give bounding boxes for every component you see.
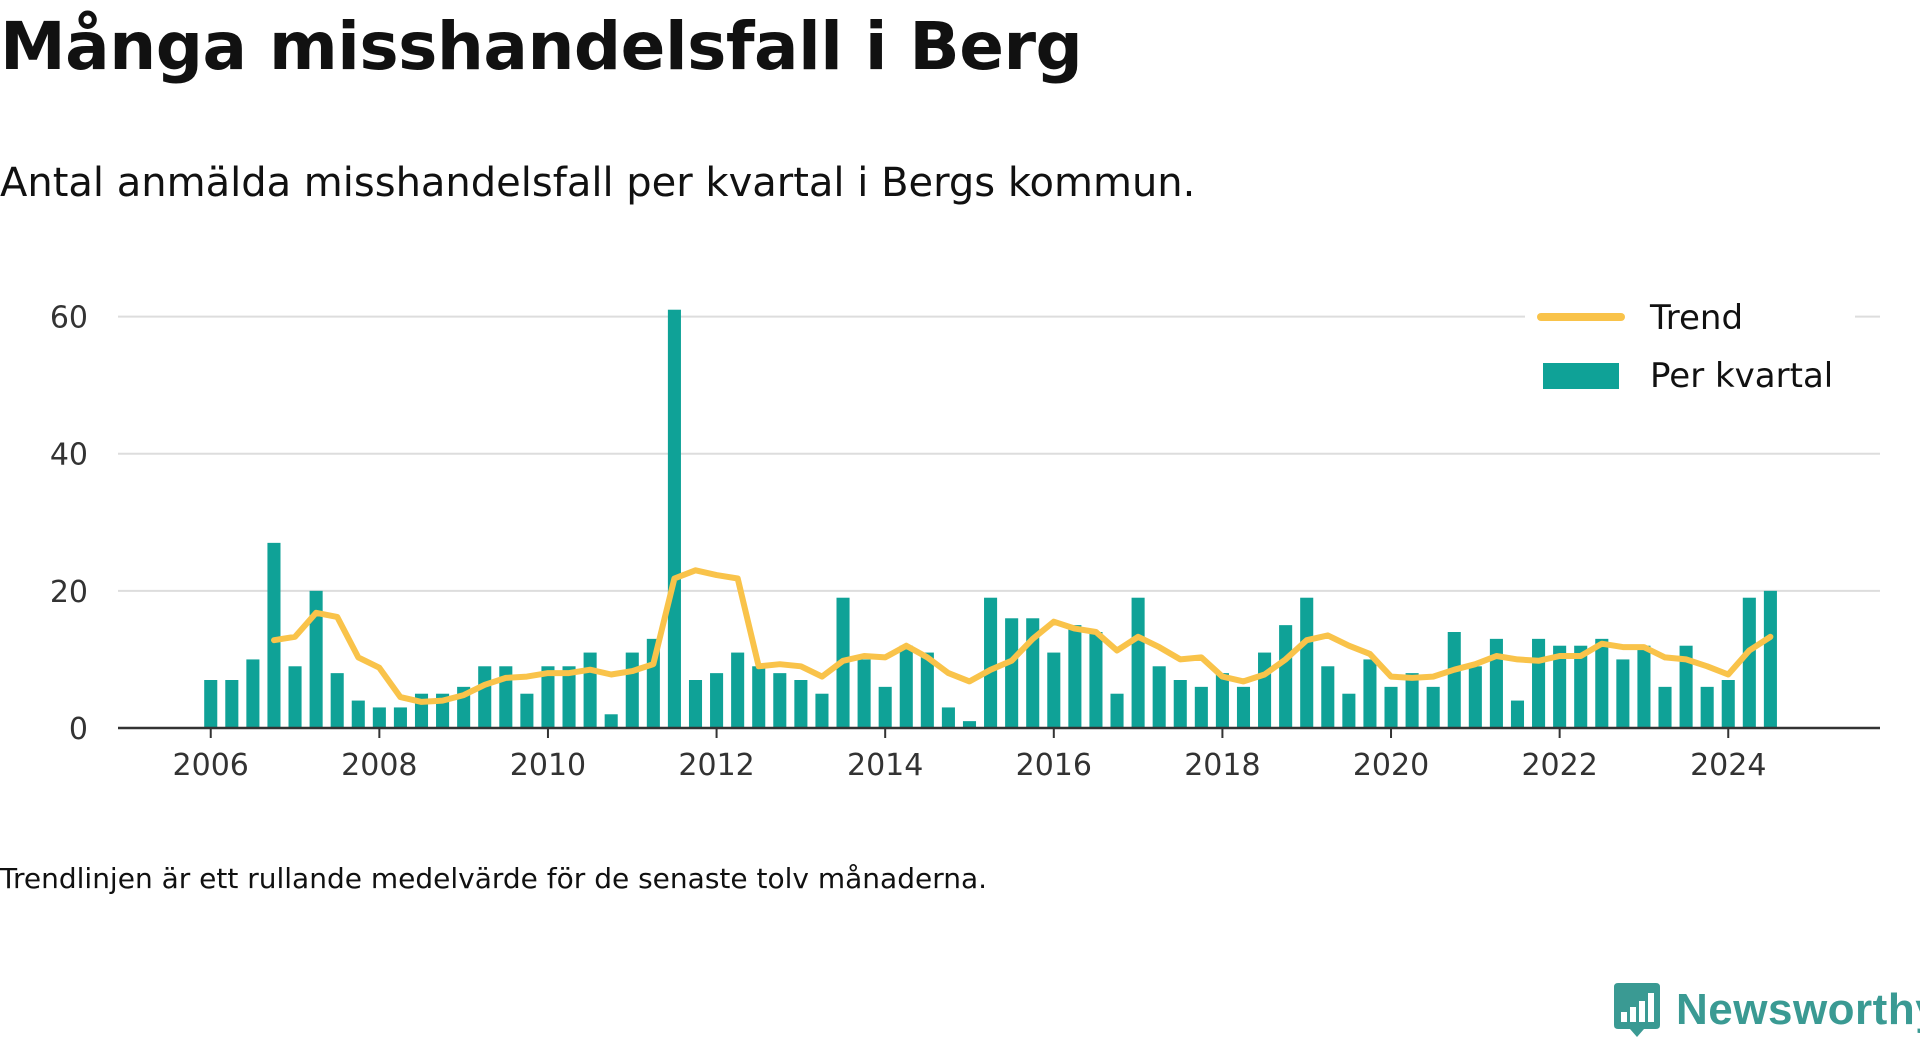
bar-2020-Q1: [1384, 686, 1398, 728]
legend-trend-label: Trend: [1649, 298, 1743, 338]
y-tick-label: 0: [69, 712, 88, 747]
trend-line-group: [271, 567, 1774, 705]
bar-2015-Q3: [1005, 618, 1019, 728]
bar-2007-Q3: [330, 673, 344, 728]
bar-2009-Q2: [478, 666, 492, 728]
x-tick-label: 2008: [341, 748, 417, 783]
bar-2021-Q1: [1468, 666, 1482, 728]
x-tick-label: 2016: [1016, 748, 1092, 783]
bar-2013-Q1: [794, 680, 808, 728]
bar-2011-Q4: [688, 680, 703, 728]
y-tick-label: 40: [50, 438, 88, 473]
bar-2021-Q4: [1532, 638, 1546, 728]
bar-2022-Q3: [1595, 638, 1609, 728]
bar-2008-Q2: [393, 707, 407, 728]
bar-2016-Q1: [1047, 652, 1061, 728]
bar-2018-Q2: [1236, 686, 1251, 728]
bar-2006-Q2: [225, 680, 239, 728]
bar-2011-Q3: [667, 309, 681, 728]
bar-2014-Q3: [920, 652, 934, 728]
x-tick-label: 2020: [1353, 748, 1429, 783]
newsworthy-logo: Newsworthy: [1612, 980, 1920, 1040]
bar-2016-Q3: [1089, 632, 1103, 728]
bar-2012-Q1: [710, 673, 724, 728]
bar-2023-Q3: [1679, 645, 1693, 728]
newsworthy-logo-icon: [1614, 983, 1660, 1037]
bar-2018-Q1: [1215, 673, 1229, 728]
bar-2019-Q1: [1300, 597, 1314, 728]
bar-2008-Q1: [372, 707, 386, 728]
trend-line: [271, 567, 1774, 705]
x-tick-label: 2012: [678, 748, 754, 783]
y-tick-label: 20: [50, 575, 88, 610]
bar-2007-Q4: [351, 700, 365, 728]
bar-2019-Q3: [1342, 693, 1356, 728]
bar-2016-Q4: [1110, 693, 1124, 728]
bar-2024-Q3: [1763, 590, 1777, 728]
bar-2016-Q2: [1068, 625, 1082, 728]
bar-2014-Q4: [941, 707, 955, 728]
bar-2012-Q4: [773, 673, 787, 728]
chart-title: Många misshandelsfall i Berg: [0, 8, 1083, 85]
x-tick-label: 2024: [1690, 748, 1766, 783]
bar-2010-Q4: [604, 714, 618, 728]
bar-2022-Q2: [1574, 645, 1588, 728]
bar-2019-Q4: [1363, 659, 1377, 728]
bar-2023-Q4: [1700, 686, 1714, 728]
bar-2013-Q2: [815, 693, 829, 728]
bar-2012-Q3: [752, 666, 766, 728]
legend-bar-label: Per kvartal: [1650, 356, 1833, 396]
bar-2021-Q3: [1510, 700, 1525, 728]
bar-2010-Q3: [583, 652, 597, 728]
x-tick-label: 2018: [1184, 748, 1260, 783]
bar-2006-Q4: [267, 542, 281, 728]
bar-2014-Q1: [878, 686, 892, 728]
bar-2015-Q2: [984, 597, 998, 728]
bar-2022-Q4: [1616, 659, 1630, 728]
bar-2007-Q2: [309, 590, 323, 728]
bar-2017-Q4: [1194, 686, 1208, 728]
legend: Trend Per kvartal: [1525, 280, 1855, 396]
bar-2017-Q2: [1152, 666, 1166, 728]
bar-line-chart: 0 20 40 60 2006 2008 2010 2012 2014 2016 2018 2020 2…: [50, 280, 1880, 783]
bar-2020-Q4: [1447, 632, 1461, 728]
bar-2010-Q2: [562, 666, 576, 728]
bar-2024-Q1: [1721, 680, 1735, 728]
bar-2011-Q1: [625, 652, 639, 728]
bar-2006-Q1: [204, 680, 218, 728]
bar-2020-Q3: [1426, 686, 1440, 728]
axes: 0 20 40 60 2006 2008 2010 2012 2014 2016 2018 2020 2…: [50, 301, 1880, 783]
y-tick-label: 60: [50, 301, 88, 336]
bar-2012-Q2: [731, 652, 745, 728]
bar-2006-Q3: [246, 659, 260, 728]
x-tick-label: 2014: [847, 748, 923, 783]
x-tick-label: 2006: [173, 748, 249, 783]
chart-subtitle: Antal anmälda misshandelsfall per kvarta…: [0, 160, 1196, 206]
bar-2014-Q2: [899, 645, 913, 728]
x-tick-label: 2022: [1521, 748, 1597, 783]
bar-2017-Q1: [1131, 597, 1145, 728]
chart-area: 0 20 40 60 2006 2008 2010 2012 2014 2016 2018 2020 2…: [0, 240, 1920, 860]
bar-2023-Q1: [1637, 645, 1651, 728]
bar-2023-Q2: [1658, 686, 1672, 728]
bar-2007-Q1: [288, 666, 302, 728]
x-tick-label: 2010: [510, 748, 586, 783]
bar-2018-Q3: [1258, 652, 1272, 728]
bar-2024-Q2: [1742, 597, 1756, 728]
bar-2013-Q4: [857, 659, 871, 728]
legend-bar-swatch: [1543, 363, 1619, 389]
bar-2021-Q2: [1489, 638, 1503, 728]
bar-2015-Q1: [962, 721, 977, 728]
bar-2017-Q3: [1173, 680, 1187, 728]
bar-2019-Q2: [1321, 666, 1335, 728]
bar-2020-Q2: [1405, 673, 1419, 728]
bar-2010-Q1: [541, 666, 555, 728]
footnote: Trendlinjen är ett rullande medelvärde f…: [0, 862, 988, 895]
bar-2009-Q4: [520, 693, 534, 728]
bar-2018-Q4: [1279, 625, 1293, 728]
brand-name: Newsworthy: [1676, 985, 1920, 1034]
bar-2022-Q1: [1553, 645, 1567, 728]
